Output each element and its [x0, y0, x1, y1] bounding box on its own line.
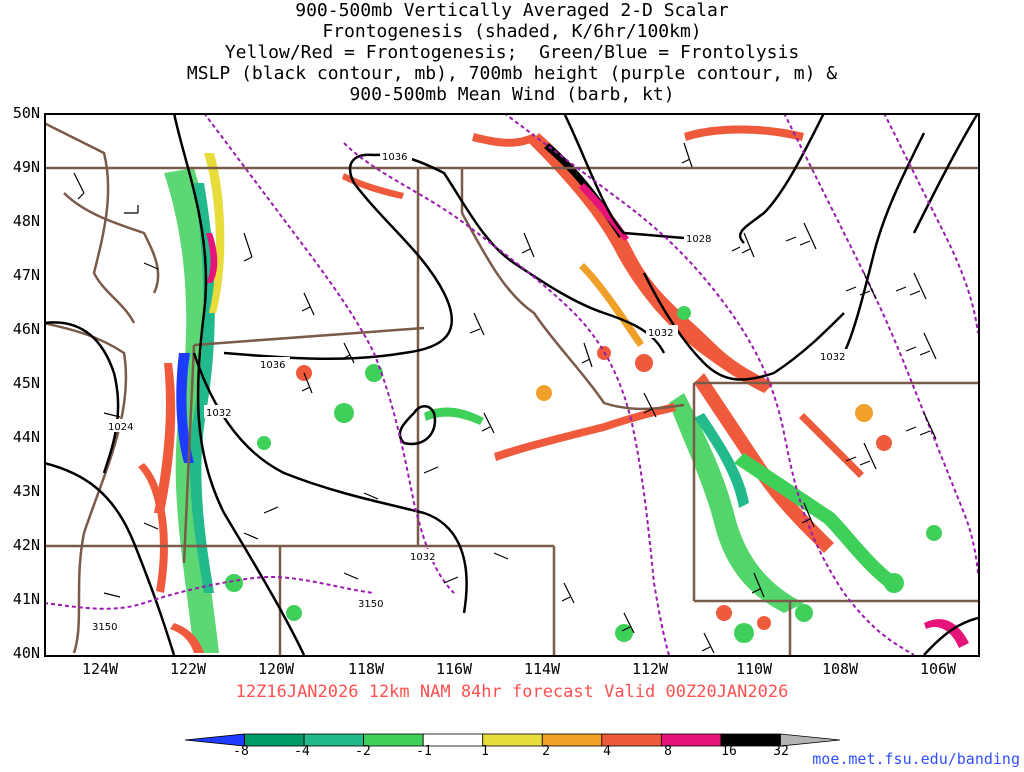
lat-label-42n: 42N: [12, 536, 40, 554]
title-line-2: Frontogenesis (shaded, K/6hr/100km): [322, 21, 702, 42]
lon-label-116w: 116W: [435, 660, 473, 678]
lon-label-110w: 110W: [735, 660, 773, 678]
map-svg: 1036 1028 1032 1032 1036 1032 1024 1032 …: [44, 113, 978, 655]
lat-label-44n: 44N: [12, 428, 40, 446]
mslp-label: 1032: [820, 352, 845, 363]
lon-label-108w: 108W: [821, 660, 859, 678]
colorbar-tick: 4: [603, 744, 611, 759]
map-panel: 1036 1028 1032 1032 1036 1032 1024 1032 …: [44, 113, 978, 655]
colorbar-tick: -8: [233, 744, 249, 759]
colorbar-tick: -1: [416, 744, 432, 759]
colorbar-tick: 8: [664, 744, 672, 759]
mslp-label: 1024: [108, 422, 133, 433]
colorbar-tick: 1: [481, 744, 489, 759]
title-line-3: Yellow/Red = Frontogenesis; Green/Blue =…: [224, 42, 800, 63]
lon-label-122w: 122W: [169, 660, 207, 678]
title-line-1: 900-500mb Vertically Averaged 2-D Scalar: [295, 0, 729, 21]
valid-time-line: 12Z16JAN2026 12km NAM 84hr forecast Vali…: [235, 682, 789, 702]
mslp-label: 1036: [260, 360, 285, 371]
colorbar-tick: -2: [355, 744, 371, 759]
mslp-label: 1032: [648, 328, 673, 339]
colorbar-tick: 2: [542, 744, 550, 759]
credit-link[interactable]: moe.met.fsu.edu/banding: [812, 750, 1020, 768]
height-contours: [44, 113, 978, 655]
chart-title: 900-500mb Vertically Averaged 2-D Scalar…: [0, 0, 1024, 105]
colorbar-tick: 32: [773, 744, 789, 759]
colorbar-tick: 16: [721, 744, 737, 759]
lat-label-48n: 48N: [12, 212, 40, 230]
colorbar: [0, 726, 1024, 768]
lat-label-40n: 40N: [12, 644, 40, 662]
lon-label-124w: 124W: [81, 660, 119, 678]
title-line-4: MSLP (black contour, mb), 700mb height (…: [186, 63, 838, 84]
title-line-5: 900-500mb Mean Wind (barb, kt): [349, 84, 675, 105]
wind-barbs: [73, 142, 937, 654]
mslp-label: 1036: [382, 152, 407, 163]
lon-label-120w: 120W: [257, 660, 295, 678]
mslp-label: 1032: [410, 552, 435, 563]
lat-label-50n: 50N: [12, 104, 40, 122]
contour-labels: 1036 1028 1032 1032 1036 1032 1024 1032 …: [90, 149, 850, 633]
mslp-label: 1028: [686, 234, 711, 245]
lon-label-114w: 114W: [523, 660, 561, 678]
lon-label-106w: 106W: [919, 660, 957, 678]
lat-label-46n: 46N: [12, 320, 40, 338]
height-label: 3150: [92, 622, 117, 633]
lat-label-45n: 45N: [12, 374, 40, 392]
colorbar-svg: [184, 733, 841, 747]
lat-label-49n: 49N: [12, 158, 40, 176]
lon-label-118w: 118W: [347, 660, 385, 678]
colorbar-tick: -4: [294, 744, 310, 759]
lat-label-43n: 43N: [12, 482, 40, 500]
lat-label-41n: 41N: [12, 590, 40, 608]
mslp-contours: [44, 113, 978, 655]
lat-label-47n: 47N: [12, 266, 40, 284]
colorbar-segment: [780, 733, 841, 747]
mslp-label: 1032: [206, 408, 231, 419]
political-borders: [44, 121, 978, 655]
colorbar-segments: [184, 733, 841, 747]
lon-label-112w: 112W: [631, 660, 669, 678]
height-label: 3150: [358, 599, 383, 610]
